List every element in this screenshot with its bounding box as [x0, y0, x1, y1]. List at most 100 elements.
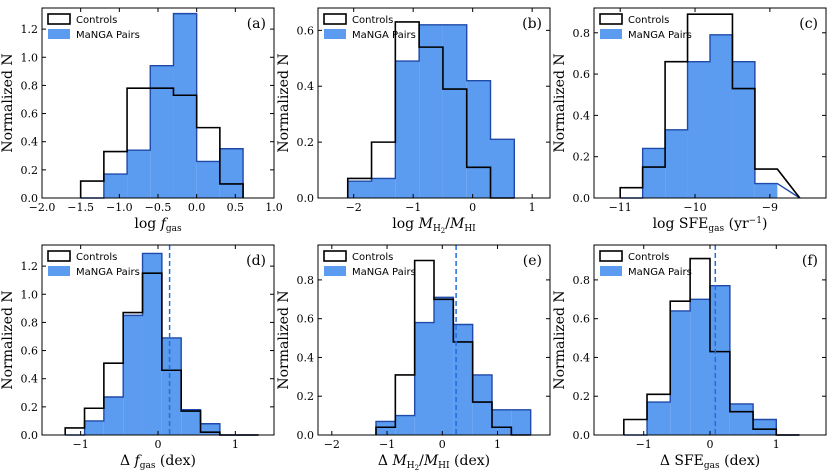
pairs-bar: [732, 61, 755, 199]
y-axis-label: Normalized N: [276, 53, 292, 152]
pairs-bar: [103, 397, 124, 435]
y-tick-label: 0.4: [297, 351, 315, 364]
x-tick-label: −1: [379, 438, 395, 451]
panel-label: (c): [799, 16, 818, 32]
x-tick-label: 1.0: [265, 201, 283, 214]
legend-pairs-label: MaNGA Pairs: [76, 267, 140, 278]
y-tick-label: 0.2: [21, 401, 39, 414]
pairs-bar: [729, 403, 754, 435]
legend-controls-label: Controls: [76, 252, 117, 263]
x-tick-label: 0: [439, 438, 446, 451]
x-tick-label: 0: [155, 438, 162, 451]
legend-pairs-label: MaNGA Pairs: [352, 267, 416, 278]
y-tick-label: 1.2: [21, 23, 39, 36]
pairs-bar: [371, 178, 396, 198]
panel-label: (b): [522, 16, 542, 32]
x-tick-label: 0.5: [227, 201, 245, 214]
pairs-bar: [150, 65, 174, 198]
controls-histogram-outline: [619, 13, 801, 199]
pairs-bar: [127, 150, 151, 198]
histogram-panel-e: −2 −1 0 1 0.0 0.2 0.4 0.6 0.8 Normalized N Δ MH2/M…: [276, 244, 551, 470]
pairs-bar: [690, 299, 710, 435]
pairs-bar: [395, 415, 415, 435]
y-tick-label: 0.0: [21, 192, 39, 205]
pairs-bar: [642, 148, 666, 198]
legend-pairs-label: MaNGA Pairs: [628, 267, 692, 278]
legend-controls-label: Controls: [628, 15, 669, 26]
pairs-bar: [466, 80, 491, 198]
x-axis-label: log SFEgas (yr−1): [653, 216, 768, 234]
histogram-panel-a: −2.0 −1.5 −1.0 −0.5 0.0 0.5 1.0 0.0 0.2 0.4 0.6 0.8…: [0, 7, 283, 234]
y-tick-label: 0.6: [297, 313, 315, 326]
pairs-bar: [754, 183, 778, 198]
legend-controls-swatch: [47, 13, 71, 25]
legend: Controls MaNGA Pairs: [47, 250, 140, 278]
pairs-bar: [687, 61, 710, 199]
x-tick-label: 1: [494, 438, 501, 451]
legend-controls-swatch: [599, 13, 623, 25]
y-tick-label: 1.2: [21, 260, 39, 273]
x-tick-label: −9: [762, 201, 778, 214]
pairs-bar: [200, 423, 220, 435]
y-tick-label: 0.2: [21, 164, 39, 177]
y-tick-label: 0.2: [573, 390, 591, 403]
y-axis-label: Normalized N: [276, 290, 292, 389]
pairs-bar: [347, 181, 372, 198]
y-tick-label: 0.2: [297, 390, 315, 403]
panel-label: (f): [802, 253, 818, 269]
legend-pairs-label: MaNGA Pairs: [352, 30, 416, 41]
pairs-histogram-outline: [65, 252, 259, 436]
x-tick-label: −1: [73, 438, 89, 451]
pairs-bar: [84, 420, 104, 435]
controls-histogram-outline: [346, 21, 515, 199]
legend-pairs-swatch: [324, 29, 346, 39]
legend-pairs-swatch: [600, 266, 622, 276]
x-tick-label: 0.0: [188, 201, 206, 214]
legend-pairs-swatch: [48, 29, 70, 39]
y-tick-label: 0.4: [573, 351, 591, 364]
x-tick-label: −1.0: [106, 201, 133, 214]
controls-histogram-outline: [623, 257, 800, 436]
plot-frame: [317, 7, 551, 199]
legend-controls-swatch: [323, 13, 347, 25]
pairs-bar: [490, 139, 515, 198]
y-tick-label: 0.8: [297, 274, 315, 287]
panel-label: (d): [246, 253, 266, 269]
pairs-bar: [665, 129, 688, 198]
legend-controls-label: Controls: [628, 252, 669, 263]
y-tick-label: 1.0: [21, 51, 39, 64]
y-tick-label: 0.8: [573, 274, 591, 287]
y-tick-label: 0.6: [573, 68, 591, 81]
x-tick-label: 1: [232, 438, 239, 451]
pairs-bar: [376, 421, 396, 435]
pairs-bar: [492, 409, 512, 435]
pairs-bar: [647, 402, 671, 435]
pairs-bar: [123, 315, 143, 435]
y-axis-label: Normalized N: [0, 290, 16, 389]
x-tick-label: −1: [405, 201, 421, 214]
histogram-panel-c: −11 −10 −9 0.0 0.2 0.4 0.6 0.8 Normalized N log S…: [552, 7, 827, 234]
x-axis-label: Δ fgas (dex): [120, 453, 196, 470]
controls-histogram-outline: [375, 259, 531, 436]
legend-controls-swatch: [599, 250, 623, 262]
y-tick-label: 0.8: [21, 79, 39, 92]
x-tick-label: −10: [683, 201, 706, 214]
histogram-panel-b: −2 −1 0 1 0.0 0.2 0.4 0.6 Normalized N log MH2/MH…: [276, 7, 551, 235]
x-axis-label: log fgas: [134, 216, 182, 234]
y-tick-label: 0.0: [21, 429, 39, 442]
y-tick-label: 0.8: [21, 316, 39, 329]
legend: Controls MaNGA Pairs: [599, 13, 692, 41]
y-tick-label: 0.6: [573, 313, 591, 326]
x-tick-label: −1: [636, 438, 652, 451]
legend-controls-label: Controls: [352, 252, 393, 263]
legend-pairs-swatch: [600, 29, 622, 39]
x-tick-label: 1: [773, 438, 780, 451]
pairs-bar: [419, 24, 443, 198]
histogram-panel-d: −1 0 1 0.0 0.2 0.4 0.6 0.8 1.0 1.2 Normalized N Δ f…: [0, 244, 275, 470]
legend: Controls MaNGA Pairs: [323, 13, 416, 41]
plot-frame: [317, 244, 551, 436]
pairs-bar: [753, 419, 777, 435]
y-tick-label: 0.0: [297, 192, 315, 205]
legend: Controls MaNGA Pairs: [323, 250, 416, 278]
plot-frame: [593, 7, 827, 199]
